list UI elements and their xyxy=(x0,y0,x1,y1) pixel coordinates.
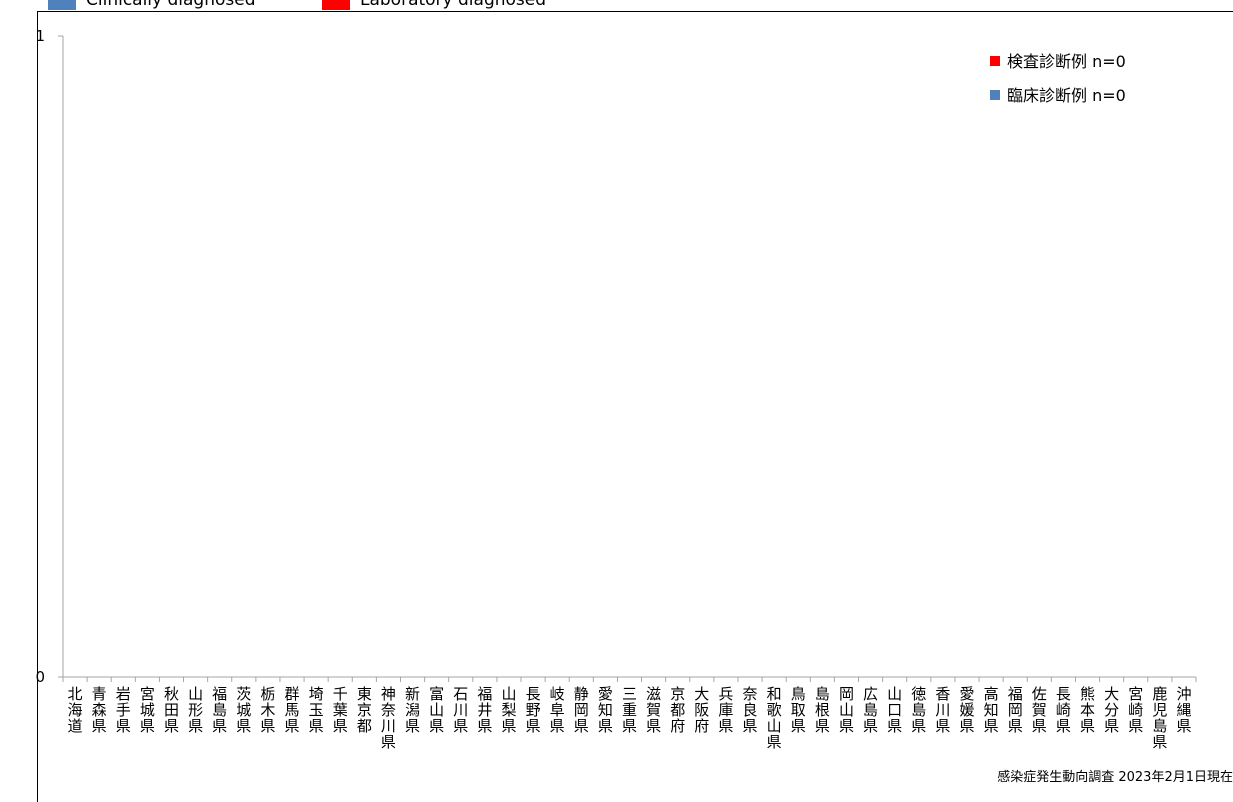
x-tick-label: 岐阜県 xyxy=(550,685,565,735)
x-tick-label: 奈良県 xyxy=(743,685,758,735)
x-tick-label: 山形県 xyxy=(188,685,203,735)
x-tick-label: 岩手県 xyxy=(116,685,131,735)
x-tick-label: 香川県 xyxy=(935,685,950,735)
x-tick-label: 群馬県 xyxy=(285,685,300,735)
x-tick-label: 徳島県 xyxy=(911,685,926,735)
x-tick-label: 茨城県 xyxy=(236,685,251,735)
top-legend-swatch-clinical xyxy=(48,0,76,10)
top-legend-label-laboratory: Laboratory diagnosed xyxy=(360,0,547,10)
x-tick-label: 神奈川県 xyxy=(381,685,396,751)
x-tick-label: 熊本県 xyxy=(1080,685,1095,735)
x-tick-label: 愛媛県 xyxy=(959,685,974,735)
x-tick-label: 福島県 xyxy=(212,685,227,735)
x-tick-label: 京都府 xyxy=(670,685,685,735)
x-tick-label: 長野県 xyxy=(526,685,541,735)
x-tick-label: 高知県 xyxy=(984,685,999,735)
x-tick-label: 山梨県 xyxy=(501,685,516,735)
y-tick-label: 1 xyxy=(35,27,45,45)
top-legend: Clinically diagnosed Laboratory diagnose… xyxy=(0,0,1233,10)
y-tick-label: 0 xyxy=(35,668,45,686)
x-tick-label: 滋賀県 xyxy=(646,685,661,735)
x-tick-label: 秋田県 xyxy=(164,685,179,735)
top-legend-item-clinical: Clinically diagnosed xyxy=(48,0,256,10)
x-tick-label: 福井県 xyxy=(477,685,492,735)
x-tick-label: 千葉県 xyxy=(333,685,348,735)
x-tick-label: 広島県 xyxy=(863,685,878,735)
legend-label: 臨床診断例 n=0 xyxy=(1007,86,1126,105)
x-tick-label: 兵庫県 xyxy=(718,685,733,735)
legend-label: 検査診断例 n=0 xyxy=(1007,52,1126,71)
x-tick-label: 愛知県 xyxy=(598,685,613,735)
x-tick-label: 三重県 xyxy=(622,685,637,735)
x-tick-label: 新潟県 xyxy=(405,685,420,735)
x-tick-label: 和歌山県 xyxy=(767,685,782,751)
x-tick-label: 栃木県 xyxy=(260,685,275,735)
top-legend-item-laboratory: Laboratory diagnosed xyxy=(322,0,546,10)
x-tick-label: 山口県 xyxy=(887,685,902,735)
top-legend-swatch-laboratory xyxy=(322,0,350,10)
x-tick-label: 大分県 xyxy=(1104,685,1119,735)
x-tick-label: 静岡県 xyxy=(574,685,589,735)
legend-swatch xyxy=(990,90,1000,100)
legend-swatch xyxy=(990,56,1000,66)
x-tick-label: 富山県 xyxy=(429,685,444,735)
x-tick-label: 長崎県 xyxy=(1056,685,1071,735)
x-tick-label: 埼玉県 xyxy=(309,685,324,735)
x-tick-label: 大阪府 xyxy=(694,685,709,735)
x-tick-label: 北海道 xyxy=(68,685,83,735)
x-tick-label: 沖縄県 xyxy=(1176,685,1191,735)
x-tick-label: 宮城県 xyxy=(140,685,155,735)
x-tick-label: 岡山県 xyxy=(839,685,854,735)
chart-frame xyxy=(37,11,1233,802)
x-tick-label: 東京都 xyxy=(357,685,372,735)
x-tick-label: 島根県 xyxy=(815,685,830,735)
x-tick-label: 佐賀県 xyxy=(1032,685,1047,735)
top-legend-label-clinical: Clinically diagnosed xyxy=(86,0,256,10)
footnote: 感染症発生動向調査 2023年2月1日現在 xyxy=(997,770,1233,785)
x-tick-label: 鳥取県 xyxy=(791,685,806,735)
x-tick-label: 福岡県 xyxy=(1008,685,1023,735)
x-tick-label: 石川県 xyxy=(453,685,468,735)
x-tick-label: 宮崎県 xyxy=(1128,685,1143,735)
x-tick-label: 鹿児島県 xyxy=(1152,685,1167,751)
x-tick-label: 青森県 xyxy=(92,685,107,735)
